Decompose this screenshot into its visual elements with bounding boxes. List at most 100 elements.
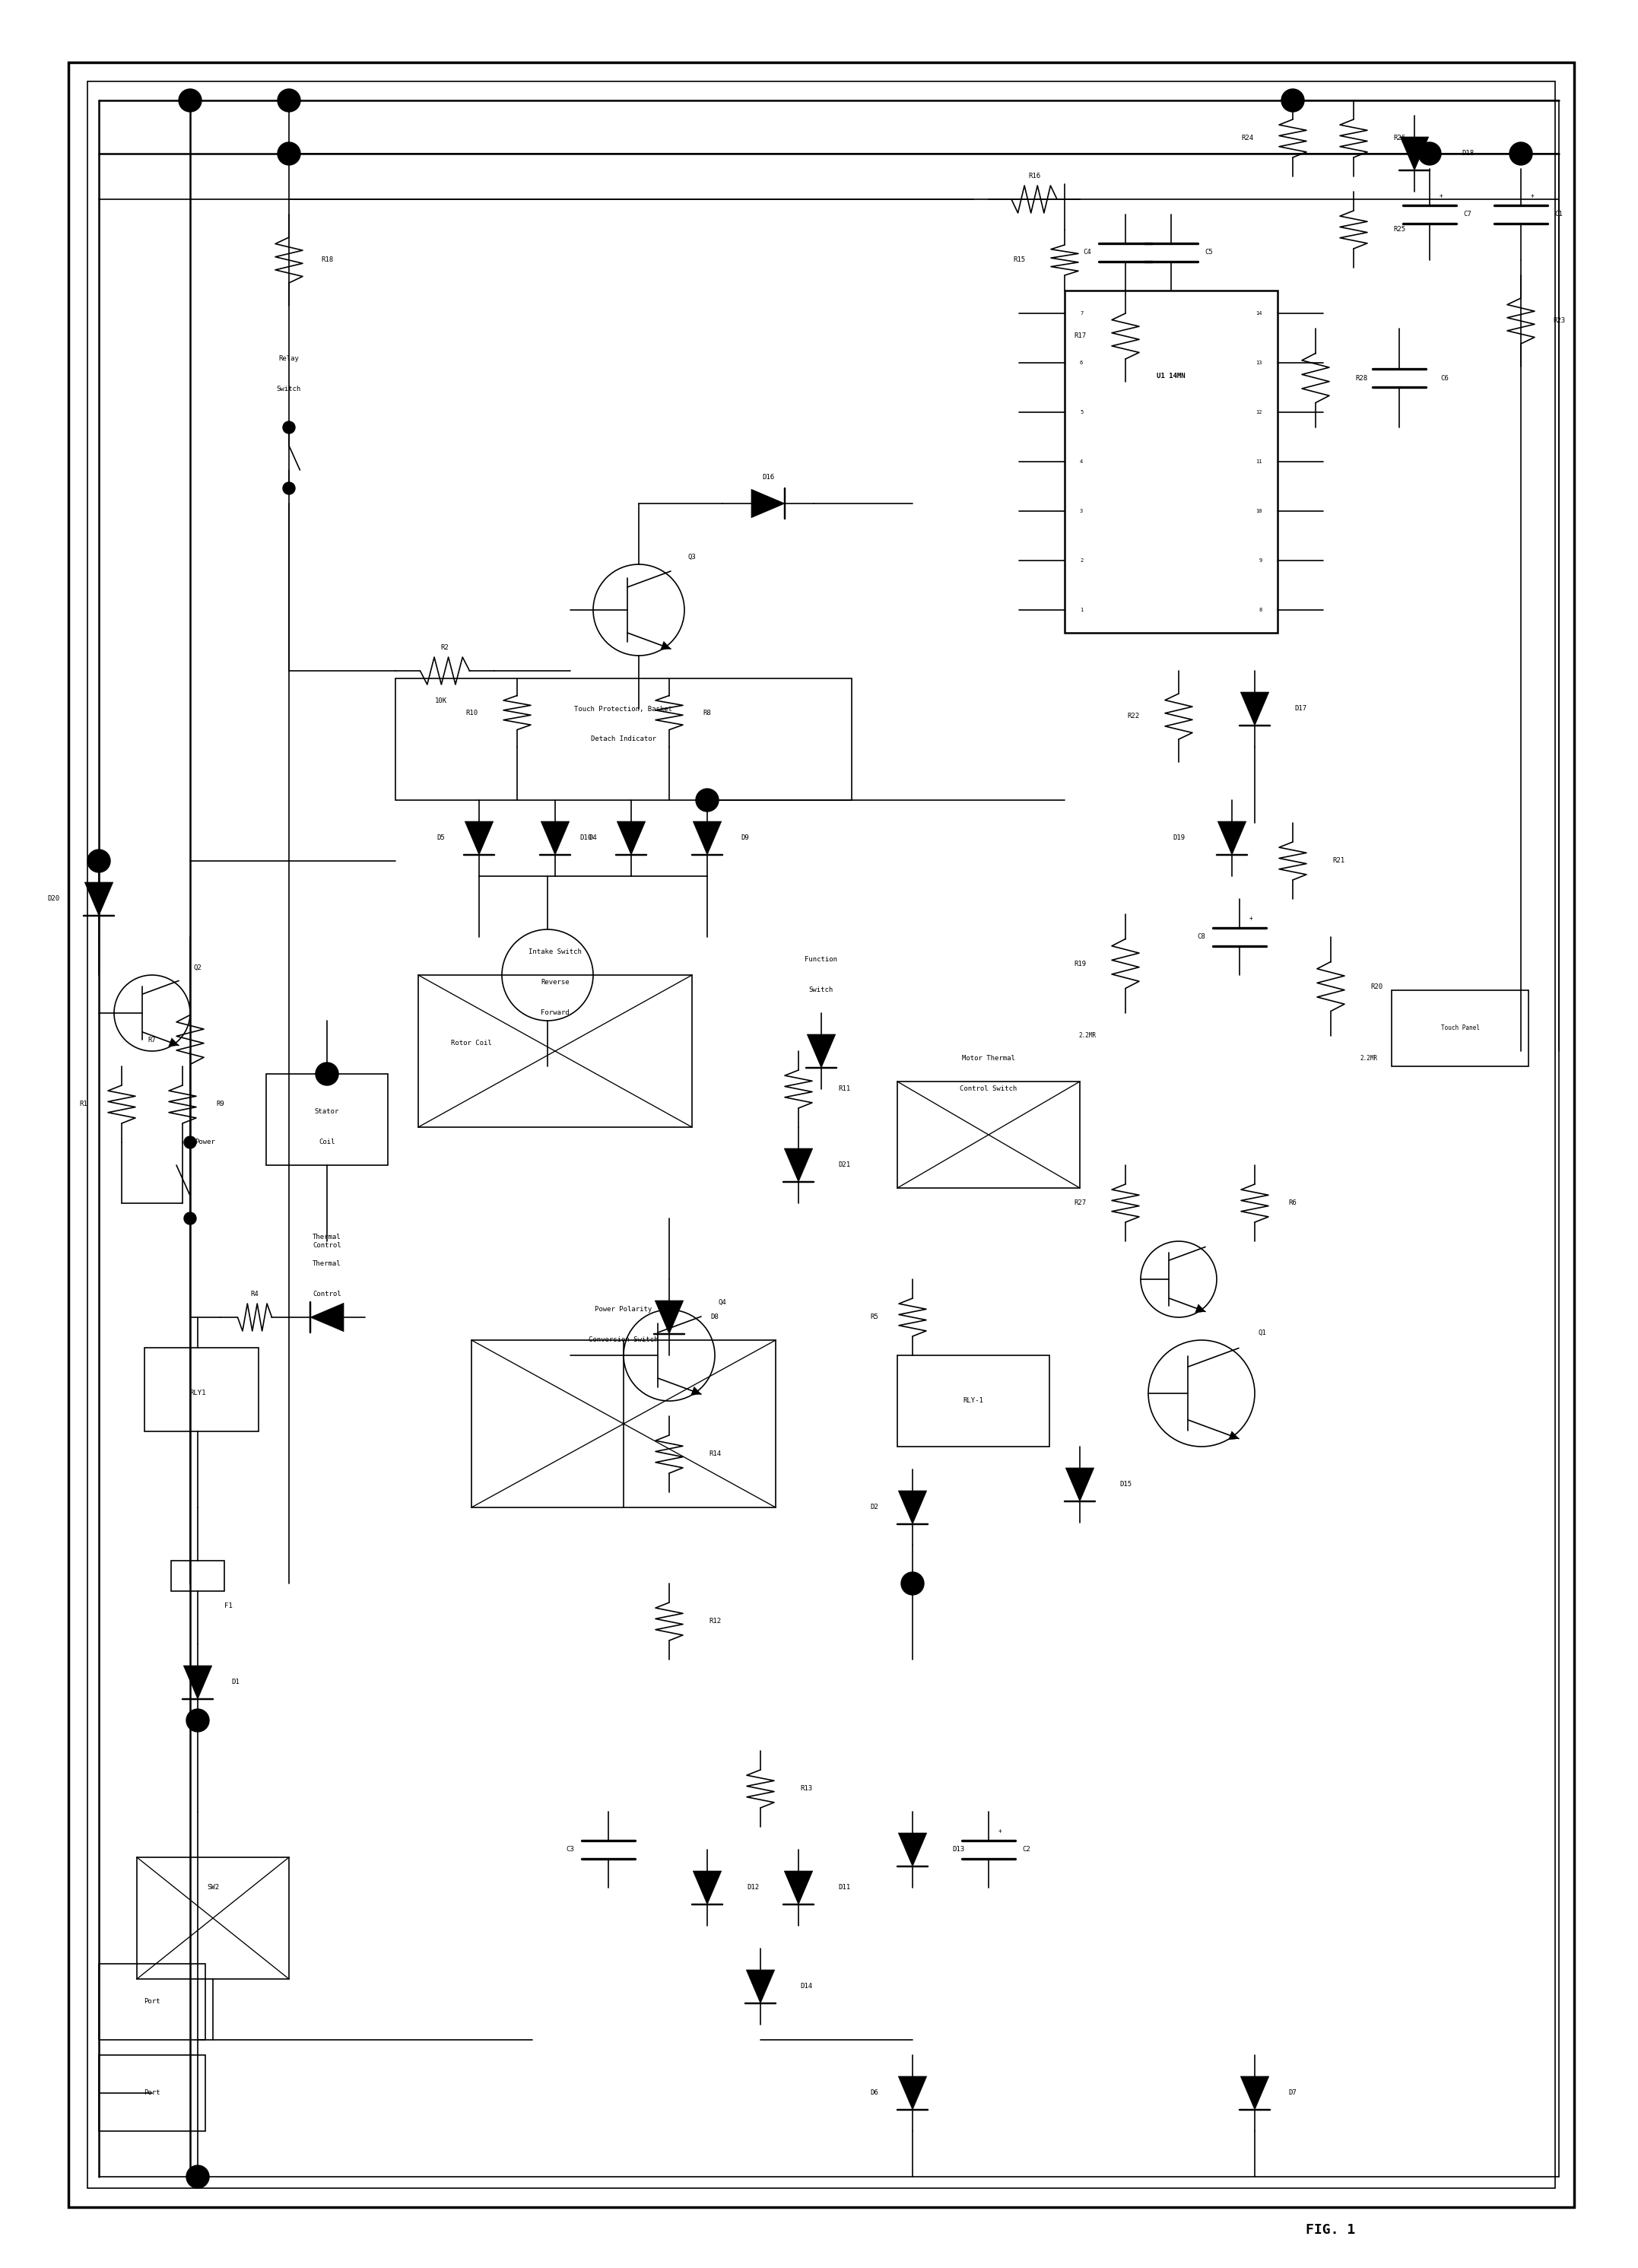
- Text: R11: R11: [839, 1086, 850, 1093]
- Text: D14: D14: [799, 1982, 812, 1989]
- Circle shape: [277, 143, 300, 166]
- Bar: [265, 1075, 388, 1166]
- Text: R24: R24: [1242, 136, 1253, 143]
- Bar: [98, 1964, 205, 2039]
- Polygon shape: [183, 1665, 211, 1699]
- Text: D20: D20: [48, 896, 59, 903]
- Bar: [138, 1857, 288, 1980]
- Text: 12: 12: [1256, 411, 1263, 415]
- Text: RLY-1: RLY-1: [963, 1397, 983, 1404]
- Polygon shape: [1240, 692, 1269, 726]
- Text: Power Polarity: Power Polarity: [595, 1306, 652, 1313]
- Text: C7: C7: [1464, 211, 1473, 218]
- Text: C8: C8: [1197, 934, 1206, 941]
- Polygon shape: [785, 1871, 812, 1905]
- Text: +: +: [1250, 916, 1253, 923]
- Bar: [1392, 991, 1528, 1066]
- Text: D21: D21: [839, 1161, 850, 1168]
- Text: 10: 10: [1256, 508, 1263, 513]
- Polygon shape: [618, 821, 645, 855]
- Polygon shape: [693, 1871, 721, 1905]
- Text: 10K: 10K: [436, 699, 447, 705]
- Text: R2: R2: [441, 644, 449, 651]
- Bar: [87, 82, 1554, 2189]
- Text: R19: R19: [1073, 959, 1086, 966]
- Polygon shape: [808, 1034, 835, 1068]
- Text: 2.2MR: 2.2MR: [1360, 1055, 1378, 1061]
- Text: 14: 14: [1256, 311, 1263, 315]
- Text: D2: D2: [870, 1504, 878, 1510]
- Text: SW2: SW2: [206, 1885, 219, 1892]
- Circle shape: [283, 422, 295, 433]
- Polygon shape: [465, 821, 493, 855]
- Text: Power: Power: [195, 1139, 216, 1145]
- Text: Coil: Coil: [319, 1139, 336, 1145]
- Bar: [144, 1347, 259, 1431]
- Text: Thermal: Thermal: [313, 1261, 341, 1268]
- Text: R14: R14: [709, 1452, 721, 1458]
- Text: R20: R20: [1371, 982, 1382, 989]
- Text: R6: R6: [1289, 1200, 1297, 1207]
- Text: 13: 13: [1256, 361, 1263, 365]
- Text: 3: 3: [1079, 508, 1083, 513]
- Polygon shape: [1217, 821, 1247, 855]
- Text: Control: Control: [313, 1290, 341, 1297]
- Text: R17: R17: [1073, 333, 1086, 340]
- Text: Detach Indicator: Detach Indicator: [591, 735, 657, 742]
- Circle shape: [1419, 143, 1441, 166]
- Bar: [170, 1560, 224, 1592]
- Bar: [418, 975, 691, 1127]
- Circle shape: [696, 789, 719, 812]
- Polygon shape: [1400, 136, 1428, 170]
- Text: Port: Port: [144, 1998, 161, 2005]
- Text: D4: D4: [590, 835, 598, 841]
- Text: 5: 5: [1079, 411, 1083, 415]
- Text: F1: F1: [224, 1603, 233, 1610]
- Text: Port: Port: [144, 2089, 161, 2096]
- Text: R23: R23: [1553, 318, 1564, 324]
- Text: Touch Panel: Touch Panel: [1441, 1025, 1479, 1032]
- Text: Q3: Q3: [688, 553, 696, 560]
- Text: D16: D16: [762, 474, 775, 481]
- Polygon shape: [747, 1971, 775, 2003]
- Text: R12: R12: [709, 1617, 721, 1624]
- Text: D7: D7: [1289, 2089, 1297, 2096]
- Text: R27: R27: [1073, 1200, 1086, 1207]
- Text: R22: R22: [1127, 712, 1138, 719]
- Circle shape: [187, 2166, 210, 2189]
- Polygon shape: [541, 821, 570, 855]
- Text: D12: D12: [747, 1885, 758, 1892]
- Text: R21: R21: [1332, 857, 1345, 864]
- Text: Switch: Switch: [277, 386, 301, 392]
- Bar: [1065, 290, 1278, 633]
- Text: Control Switch: Control Switch: [960, 1086, 1017, 1093]
- Text: R7: R7: [147, 1036, 156, 1043]
- Text: 4: 4: [1079, 460, 1083, 465]
- Text: Motor Thermal: Motor Thermal: [962, 1055, 1016, 1061]
- Circle shape: [901, 1572, 924, 1594]
- Polygon shape: [898, 1833, 927, 1867]
- Text: +: +: [998, 1828, 1002, 1835]
- Text: R18: R18: [321, 256, 333, 263]
- Circle shape: [87, 850, 110, 873]
- Text: R26: R26: [1392, 136, 1405, 143]
- Text: C3: C3: [567, 1846, 575, 1853]
- Polygon shape: [1228, 1431, 1238, 1440]
- Polygon shape: [1066, 1467, 1094, 1501]
- Text: D5: D5: [437, 835, 446, 841]
- Text: Thermal
Control: Thermal Control: [313, 1234, 341, 1250]
- Polygon shape: [655, 1300, 683, 1334]
- Bar: [898, 1082, 1079, 1188]
- Text: Intake Switch: Intake Switch: [529, 948, 581, 955]
- Circle shape: [283, 483, 295, 494]
- Text: Relay: Relay: [278, 356, 300, 363]
- Polygon shape: [169, 1039, 179, 1046]
- Text: C2: C2: [1022, 1846, 1030, 1853]
- Text: +: +: [1440, 193, 1443, 200]
- Text: 2: 2: [1079, 558, 1083, 562]
- Circle shape: [187, 1710, 210, 1733]
- Text: +: +: [1530, 193, 1535, 200]
- Text: D17: D17: [1294, 705, 1307, 712]
- Circle shape: [1510, 143, 1532, 166]
- Text: 8: 8: [1260, 608, 1263, 612]
